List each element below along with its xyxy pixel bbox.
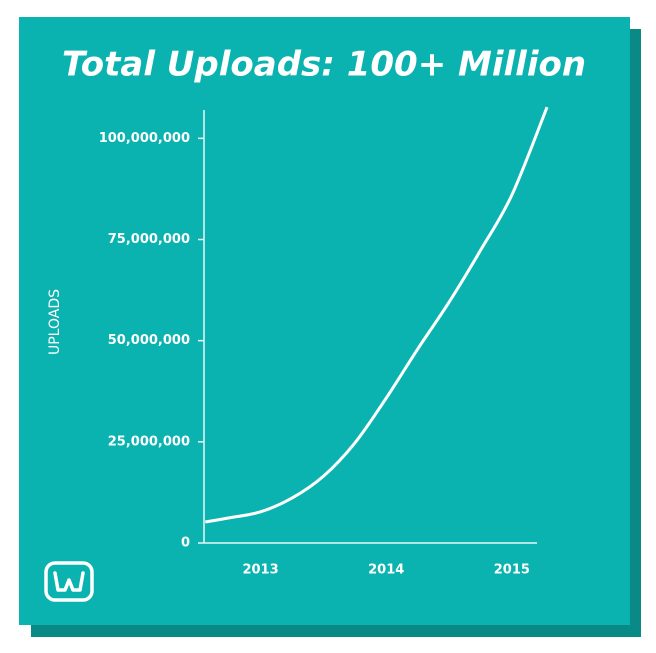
logo [44,561,94,602]
x-tick-label: 2014 [368,563,404,578]
x-tick-label: 2015 [494,563,530,578]
line-series [205,106,549,524]
y-tick-label: 100,000,000 [99,131,190,146]
y-axis-label: UPLOADS [47,289,63,355]
chart-title: Total Uploads: 100+ Million [62,45,586,85]
y-tick-label: 50,000,000 [108,333,190,348]
x-tick-label: 2013 [242,563,278,578]
y-tick-label: 75,000,000 [108,232,190,247]
y-tick-label: 25,000,000 [108,434,190,449]
card [19,17,630,625]
y-tick-label: 0 [181,536,190,551]
